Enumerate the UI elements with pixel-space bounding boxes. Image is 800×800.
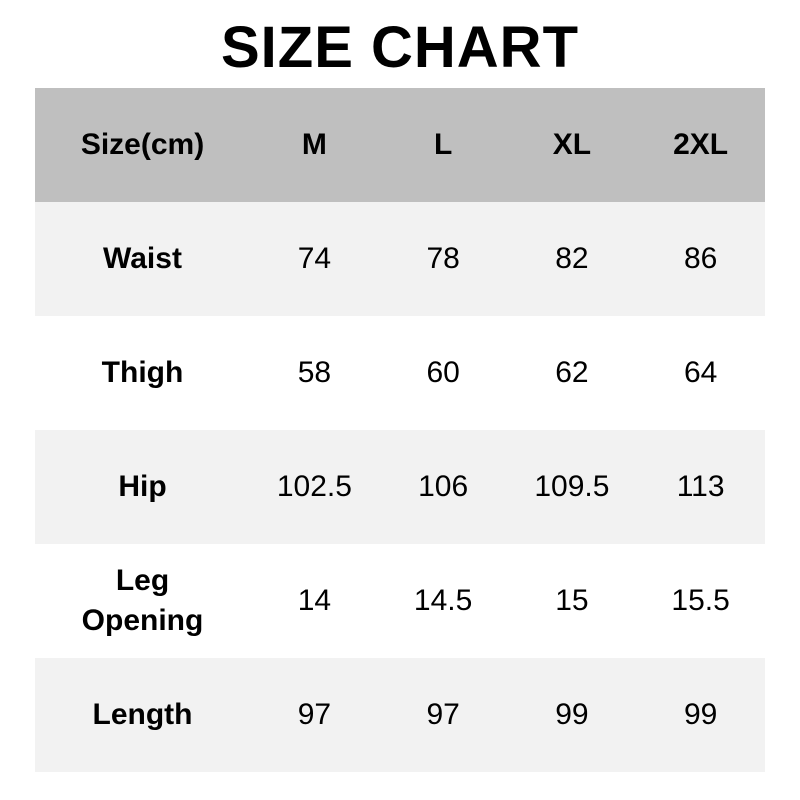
table-cell: 113: [636, 430, 765, 544]
row-label: Length: [35, 658, 250, 772]
table-cell: 97: [250, 658, 379, 772]
table-cell: 15.5: [636, 544, 765, 658]
chart-title: SIZE CHART: [221, 15, 579, 80]
header-size-unit: Size(cm): [35, 88, 250, 202]
table-cell: 109.5: [507, 430, 637, 544]
table-cell: 60: [378, 316, 508, 430]
header-size-xl: XL: [507, 88, 637, 202]
row-label: Leg Opening: [35, 544, 250, 658]
table-cell: 97: [378, 658, 508, 772]
table-cell: 86: [636, 202, 765, 316]
table-cell: 82: [507, 202, 637, 316]
size-table: Size(cm) M L XL 2XL Waist 74 78 82 86 Thigh 58 60 62…: [35, 88, 765, 772]
table-row: Waist 74 78 82 86: [35, 202, 765, 316]
header-size-m: M: [250, 88, 379, 202]
table-cell: 15: [507, 544, 637, 658]
table-cell: 64: [636, 316, 765, 430]
header-row: Size(cm) M L XL 2XL: [35, 88, 765, 202]
header-size-2xl: 2XL: [636, 88, 765, 202]
table-cell: 58: [250, 316, 379, 430]
table-cell: 78: [378, 202, 508, 316]
table-row: Thigh 58 60 62 64: [35, 316, 765, 430]
table-cell: 74: [250, 202, 379, 316]
table-cell: 14: [250, 544, 379, 658]
header-size-l: L: [378, 88, 508, 202]
table-row: Hip 102.5 106 109.5 113: [35, 430, 765, 544]
table-cell: 99: [507, 658, 637, 772]
row-label: Thigh: [35, 316, 250, 430]
row-label: Hip: [35, 430, 250, 544]
row-label: Waist: [35, 202, 250, 316]
table-cell: 102.5: [250, 430, 379, 544]
table-row: Length 97 97 99 99: [35, 658, 765, 772]
table-row: Leg Opening 14 14.5 15 15.5: [35, 544, 765, 658]
table-cell: 99: [636, 658, 765, 772]
table-cell: 106: [378, 430, 508, 544]
table-cell: 14.5: [378, 544, 508, 658]
table-cell: 62: [507, 316, 637, 430]
